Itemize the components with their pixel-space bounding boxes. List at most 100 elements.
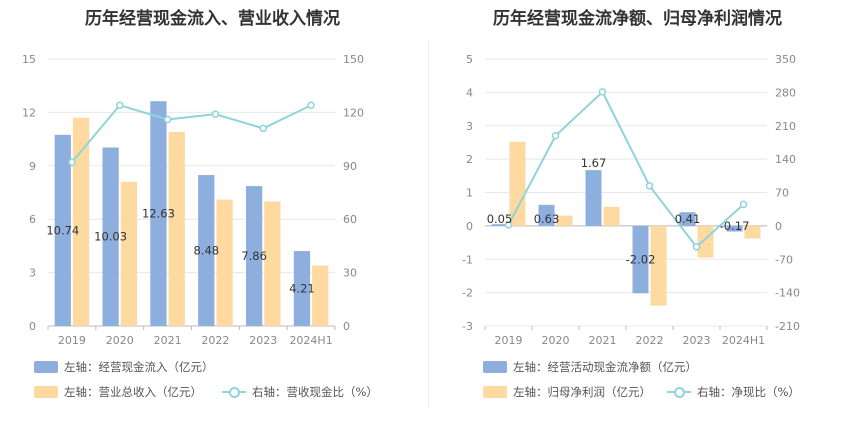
legend-label: 右轴：营收现金比（%） xyxy=(252,385,378,399)
bar-secondary xyxy=(312,265,329,326)
y-right-tick-label: 0 xyxy=(775,220,782,233)
y-left-tick-label: 0 xyxy=(466,220,473,233)
y-right-tick-label: 0 xyxy=(343,320,350,333)
ratio-point xyxy=(598,88,607,96)
y-left-tick-label: 3 xyxy=(466,120,473,133)
y-left-tick-label: -3 xyxy=(462,320,473,333)
legend-label: 左轴：经营活动现金流净额（亿元） xyxy=(513,360,697,374)
bar-primary xyxy=(198,175,215,326)
chart-title: 历年经营现金流净额、归母净利润情况 xyxy=(493,9,782,29)
bar-data-label: 1.67 xyxy=(581,156,607,170)
x-tick-label: 2022 xyxy=(636,334,664,347)
x-tick-label: 2021 xyxy=(154,334,182,347)
bar-primary xyxy=(54,134,71,326)
bar-primary xyxy=(293,251,311,326)
y-right-tick-label: 280 xyxy=(775,86,796,99)
y-left-tick-label: 12 xyxy=(22,106,36,119)
bar-primary xyxy=(726,225,743,232)
legend-item-net-profit[interactable]: 左轴：归母净利润（亿元） xyxy=(483,384,651,400)
bar-data-label: 8.48 xyxy=(193,244,219,258)
x-tick-label: 2020 xyxy=(106,334,134,347)
ratio-point xyxy=(692,243,701,251)
bar-primary xyxy=(538,204,555,226)
x-tick-label: 2022 xyxy=(201,334,229,347)
bar-data-label: 0.63 xyxy=(534,212,560,226)
y-right-tick-label: 60 xyxy=(343,213,357,226)
ratio-point xyxy=(211,110,220,118)
ratio-line xyxy=(507,90,745,249)
legend-label: 左轴：营业总收入（亿元） xyxy=(64,385,202,399)
legend-swatch-orange xyxy=(483,386,507,398)
x-tick-label: 2023 xyxy=(249,334,277,347)
chart-panel-cash-inflow: 历年经营现金流入、营业收入情况 0 3 6 9 12 15 0 30 60 90 120 150 201… xyxy=(22,9,378,400)
y-left-tick-label: 5 xyxy=(466,53,473,66)
chart-panel-net-cash: 历年经营现金流净额、归母净利润情况 -3 -2 -1 0 1 2 3 4 5 -210 -140 -7… xyxy=(425,0,850,437)
bar-secondary xyxy=(264,201,281,326)
legend-item-revenue[interactable]: 左轴：营业总收入（亿元） xyxy=(34,384,202,400)
bar-secondary xyxy=(603,206,620,226)
ratio-point xyxy=(739,200,748,209)
bar-data-label: 0.41 xyxy=(675,212,701,226)
y-left-tick-label: 0 xyxy=(29,320,36,333)
y-left-tick-label: 1 xyxy=(466,187,473,200)
x-tick-label: 2019 xyxy=(58,334,86,347)
bar-secondary xyxy=(744,225,761,239)
y-left-tick-label: -1 xyxy=(462,253,473,266)
bar-data-label: 0.05 xyxy=(487,212,513,226)
ratio-line xyxy=(71,104,312,163)
bar-primary xyxy=(102,147,119,326)
legend-swatch-blue xyxy=(483,361,507,373)
y-left-tick-label: 9 xyxy=(29,160,36,173)
legend-item-cash-ratio[interactable]: 右轴：营收现金比（%） xyxy=(222,384,378,400)
y-right-tick-label: 120 xyxy=(343,106,364,119)
x-tick-label: 2019 xyxy=(495,334,523,347)
chart-net-cash-svg: -3 -2 -1 0 1 2 3 4 5 -210 -140 -70 0 70 140 210 280 350 20… xyxy=(462,53,800,347)
bar-primary xyxy=(679,212,696,226)
bar-primary xyxy=(585,170,602,226)
y-right-tick-label: 350 xyxy=(775,53,796,66)
x-tick-label: 2024H1 xyxy=(289,334,332,347)
legend-item-net-cash-ratio[interactable]: 右轴：净现比（%） xyxy=(667,384,800,400)
ratio-point xyxy=(551,132,560,140)
bar-primary xyxy=(491,224,508,226)
y-right-tick-label: 90 xyxy=(343,160,357,173)
bar-secondary xyxy=(216,199,233,326)
bar-secondary xyxy=(650,225,667,306)
bar-data-label: -0.17 xyxy=(720,219,750,233)
bar-data-label: -2.02 xyxy=(626,253,656,267)
ratio-point xyxy=(307,101,315,110)
legend-label: 左轴：经营现金流入（亿元） xyxy=(64,360,214,374)
chart-title: 历年经营现金流入、营业收入情况 xyxy=(85,9,340,29)
bar-secondary xyxy=(72,117,90,327)
bar-data-label: 7.86 xyxy=(241,249,267,263)
legend-swatch-blue xyxy=(34,361,58,373)
ratio-point xyxy=(68,158,76,166)
bar-secondary xyxy=(556,215,573,226)
panel-divider xyxy=(428,40,429,410)
bar-primary xyxy=(245,186,263,326)
legend-label: 左轴：归母净利润（亿元） xyxy=(513,385,651,399)
ratio-point xyxy=(116,101,124,110)
y-left-tick-label: -2 xyxy=(462,287,473,300)
y-right-tick-label: -140 xyxy=(775,287,800,300)
bar-secondary xyxy=(120,181,138,326)
legend-item-net-operating-cash[interactable]: 左轴：经营活动现金流净额（亿元） xyxy=(483,359,697,375)
y-right-tick-label: 30 xyxy=(343,267,357,280)
bar-data-label: 10.74 xyxy=(46,223,79,237)
bar-data-label: 4.21 xyxy=(289,282,315,296)
legend-label: 右轴：净现比（%） xyxy=(697,385,800,399)
legend-item-cash-inflow[interactable]: 左轴：经营现金流入（亿元） xyxy=(34,359,214,375)
y-left-tick-label: 4 xyxy=(466,86,473,99)
y-left-tick-label: 15 xyxy=(22,53,36,66)
ratio-point xyxy=(163,115,172,124)
bar-secondary xyxy=(697,225,714,258)
ratio-point xyxy=(504,221,513,229)
y-left-tick-label: 6 xyxy=(29,213,36,226)
legend-swatch-orange xyxy=(34,386,58,398)
ratio-point xyxy=(259,124,267,133)
y-right-tick-label: -210 xyxy=(775,320,800,333)
y-left-tick-label: 2 xyxy=(466,153,473,166)
ratio-point xyxy=(645,182,654,190)
x-tick-label: 2023 xyxy=(683,334,711,347)
